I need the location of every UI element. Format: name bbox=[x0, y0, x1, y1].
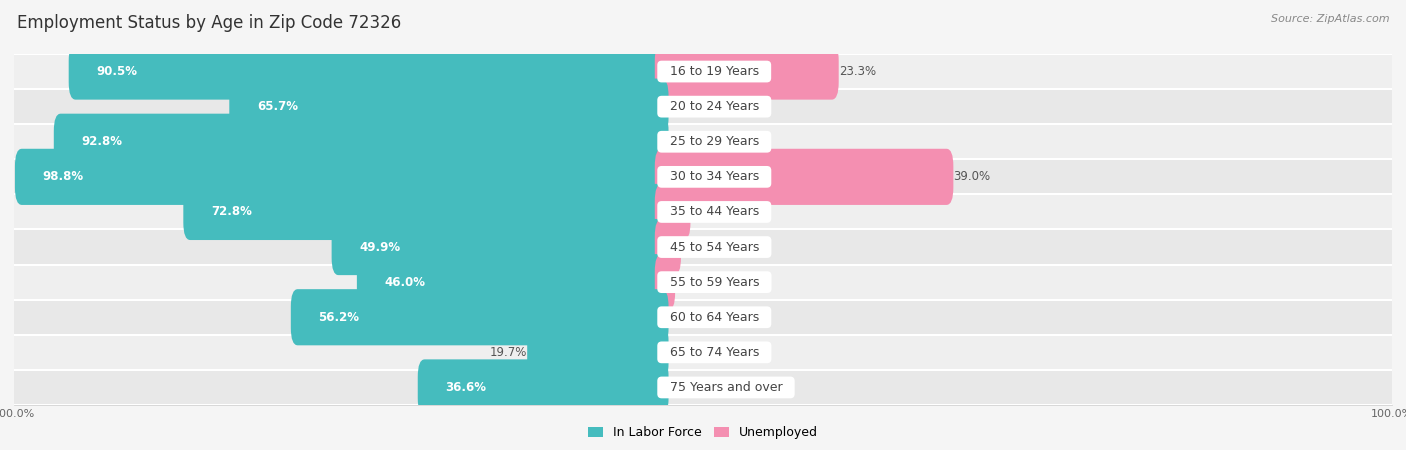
Text: 90.5%: 90.5% bbox=[96, 65, 138, 78]
FancyBboxPatch shape bbox=[332, 219, 669, 275]
Text: 36.6%: 36.6% bbox=[446, 381, 486, 394]
Text: 0.0%: 0.0% bbox=[672, 311, 703, 324]
Text: 0.0%: 0.0% bbox=[672, 346, 703, 359]
Text: 3.0%: 3.0% bbox=[690, 206, 720, 218]
Text: 25 to 29 Years: 25 to 29 Years bbox=[662, 135, 766, 148]
Text: 49.9%: 49.9% bbox=[359, 241, 401, 253]
Bar bbox=[14, 265, 1392, 300]
FancyBboxPatch shape bbox=[229, 79, 669, 135]
Text: 35 to 44 Years: 35 to 44 Years bbox=[662, 206, 766, 218]
FancyBboxPatch shape bbox=[655, 219, 681, 275]
Text: 0.0%: 0.0% bbox=[672, 381, 703, 394]
FancyBboxPatch shape bbox=[291, 289, 669, 345]
Text: 20 to 24 Years: 20 to 24 Years bbox=[662, 100, 766, 113]
FancyBboxPatch shape bbox=[357, 254, 669, 310]
FancyBboxPatch shape bbox=[15, 149, 669, 205]
FancyBboxPatch shape bbox=[655, 44, 839, 99]
Bar bbox=[14, 124, 1392, 159]
Text: 72.8%: 72.8% bbox=[211, 206, 252, 218]
Text: 60 to 64 Years: 60 to 64 Years bbox=[662, 311, 766, 324]
Bar bbox=[14, 335, 1392, 370]
FancyBboxPatch shape bbox=[418, 360, 669, 415]
Text: 0.0%: 0.0% bbox=[672, 100, 703, 113]
Legend: In Labor Force, Unemployed: In Labor Force, Unemployed bbox=[583, 421, 823, 445]
Bar bbox=[14, 230, 1392, 265]
Bar bbox=[14, 194, 1392, 230]
Bar bbox=[14, 54, 1392, 89]
Text: 98.8%: 98.8% bbox=[42, 171, 83, 183]
FancyBboxPatch shape bbox=[527, 324, 669, 380]
FancyBboxPatch shape bbox=[655, 184, 690, 240]
Text: 92.8%: 92.8% bbox=[82, 135, 122, 148]
FancyBboxPatch shape bbox=[655, 254, 675, 310]
Text: Source: ZipAtlas.com: Source: ZipAtlas.com bbox=[1271, 14, 1389, 23]
Text: 19.7%: 19.7% bbox=[489, 346, 527, 359]
Text: 45 to 54 Years: 45 to 54 Years bbox=[662, 241, 768, 253]
Text: 65.7%: 65.7% bbox=[257, 100, 298, 113]
Text: 23.3%: 23.3% bbox=[839, 65, 876, 78]
Text: Employment Status by Age in Zip Code 72326: Employment Status by Age in Zip Code 723… bbox=[17, 14, 401, 32]
Text: 16 to 19 Years: 16 to 19 Years bbox=[662, 65, 766, 78]
Text: 65 to 74 Years: 65 to 74 Years bbox=[662, 346, 768, 359]
Text: 0.9%: 0.9% bbox=[675, 276, 704, 288]
FancyBboxPatch shape bbox=[69, 44, 669, 99]
Text: 30 to 34 Years: 30 to 34 Years bbox=[662, 171, 766, 183]
FancyBboxPatch shape bbox=[53, 114, 669, 170]
Bar bbox=[14, 159, 1392, 194]
Text: 0.0%: 0.0% bbox=[672, 135, 703, 148]
Text: 39.0%: 39.0% bbox=[953, 171, 990, 183]
Text: 75 Years and over: 75 Years and over bbox=[662, 381, 790, 394]
Bar bbox=[14, 370, 1392, 405]
Text: 46.0%: 46.0% bbox=[384, 276, 426, 288]
Text: 1.7%: 1.7% bbox=[681, 241, 711, 253]
FancyBboxPatch shape bbox=[183, 184, 669, 240]
FancyBboxPatch shape bbox=[655, 149, 953, 205]
Bar bbox=[14, 89, 1392, 124]
Text: 56.2%: 56.2% bbox=[318, 311, 360, 324]
Text: 55 to 59 Years: 55 to 59 Years bbox=[662, 276, 768, 288]
Bar bbox=[14, 300, 1392, 335]
